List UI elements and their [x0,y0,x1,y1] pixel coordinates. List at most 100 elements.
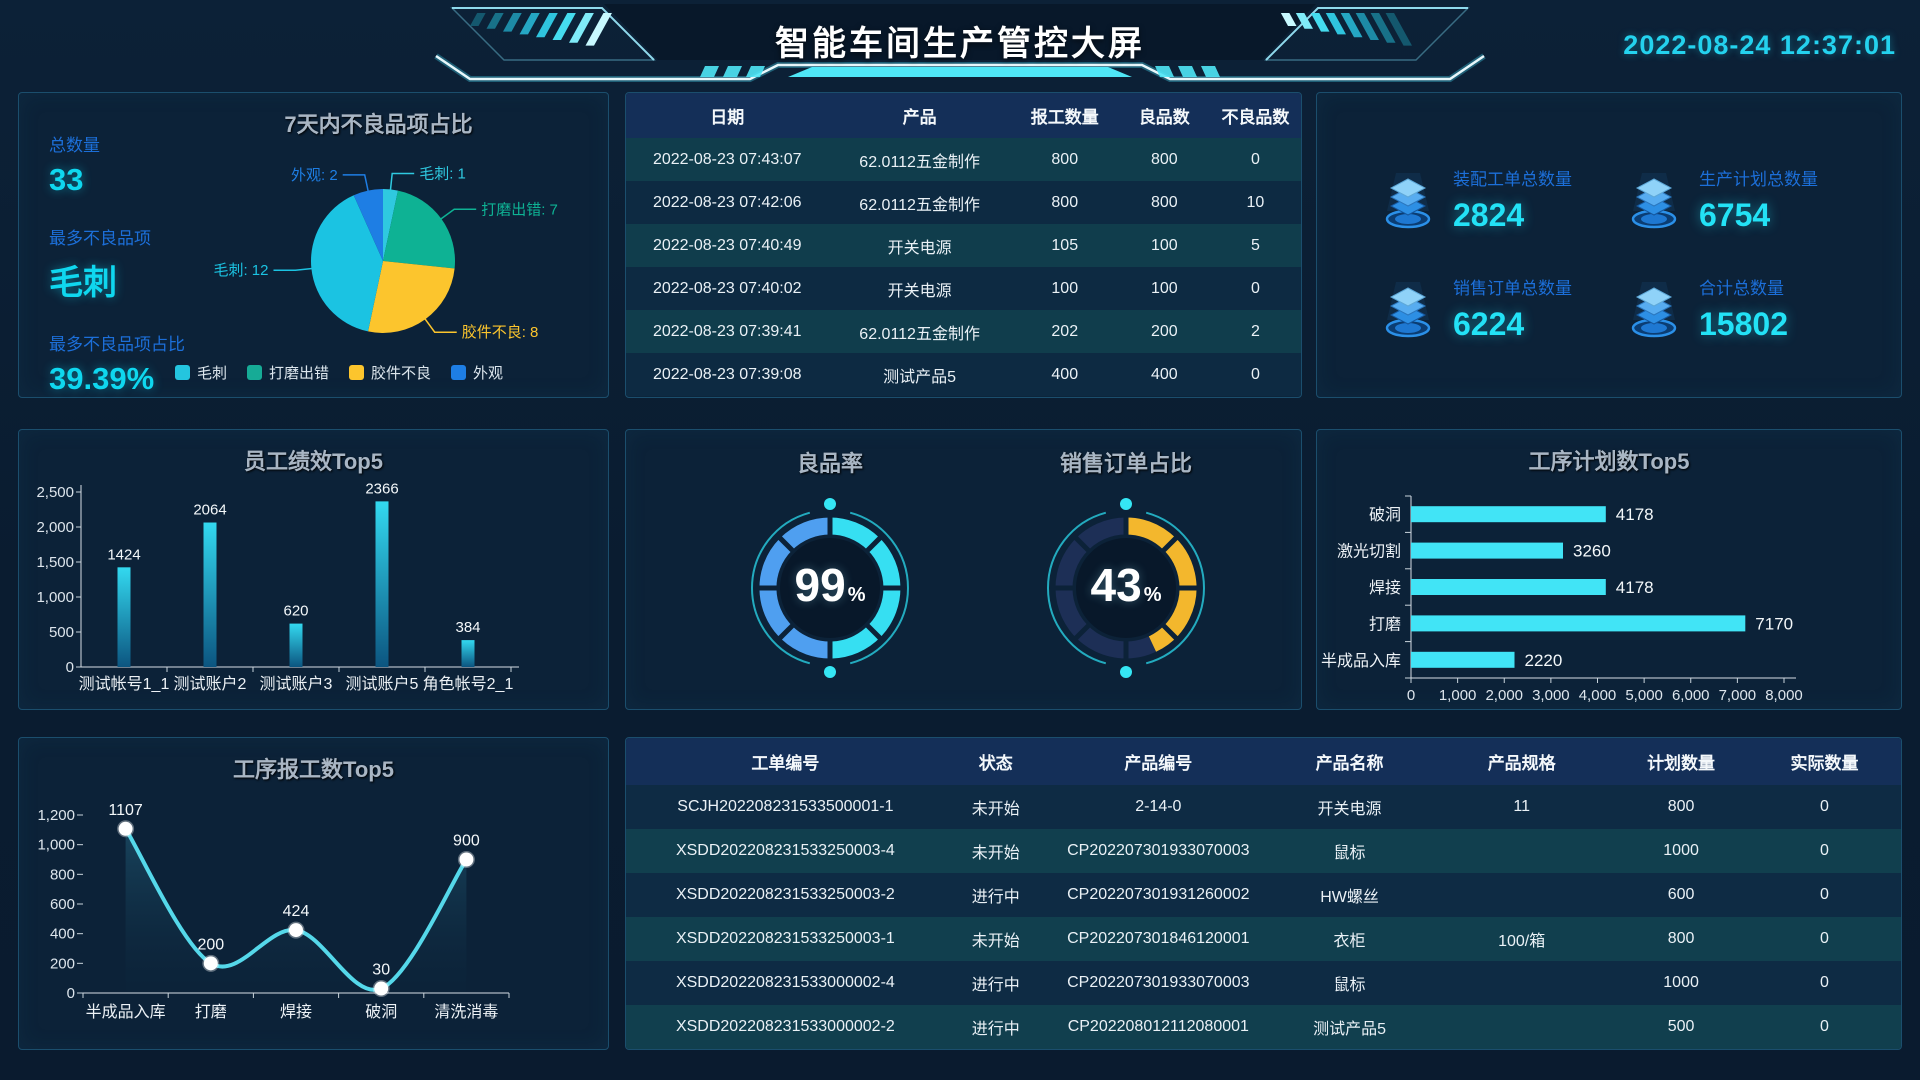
table-cell: 62.0112五金制作 [859,196,980,214]
svg-text:激光切割: 激光切割 [1337,543,1401,561]
legend-item: 打磨出错 [246,362,329,383]
table-cell: 800 [1667,798,1695,815]
table-cell: 2022-08-23 07:43:07 [652,150,802,168]
svg-text:焊接: 焊接 [280,1003,312,1021]
table-cell: 0 [1250,279,1260,297]
svg-text:1,500: 1,500 [36,554,74,571]
legend-label: 毛刺 [196,365,227,382]
sales-gauge-title: 销售订单占比 [1059,451,1192,476]
table-cell: 105 [1051,236,1079,254]
performance-bar-chart: 0 500 1,000 1,500 2,000 2,500 1424 测试帐号1_1 2064 测… [36,480,519,693]
panel-order-table: 工单编号 状态 产品编号 产品名称 产品规格 计划数量 实际数量 SCJH202208231… [625,737,1902,1050]
svg-text:500: 500 [49,624,74,641]
stat-top-defect-ratio: 最多不良品项占比 39.39% [49,335,185,396]
svg-text:1,000: 1,000 [1439,687,1477,704]
table-cell: 0 [1820,974,1829,991]
table-cell: CP202207301931260002 [1067,886,1250,903]
svg-text:0: 0 [67,985,75,1002]
line-point [202,954,220,972]
svg-text:破洞: 破洞 [365,1003,397,1021]
table-cell: 62.0112五金制作 [859,325,980,343]
legend-swatch [174,365,190,380]
svg-text:6,000: 6,000 [1672,687,1710,704]
bar [1411,651,1515,668]
pie-slice [383,190,456,269]
table-cell: 2022-08-23 07:39:41 [652,322,802,340]
table-row: 2022-08-23 07:39:41 62.0112五金制作 202 200 2 [626,310,1301,353]
table-cell: 开关电源 [1317,801,1382,818]
defect-pie-chart: 毛刺: 1 打磨出错: 7 胶件不良: 8 毛刺: 12 外观: 2 [213,165,557,341]
line-point [117,820,135,838]
line-point [372,980,390,998]
svg-text:半成品入库: 半成品入库 [1321,652,1401,670]
svg-text:4178: 4178 [1616,505,1654,524]
table-cell: 进行中 [971,1021,1020,1038]
column-header: 报工数量 [1010,93,1119,138]
table-cell: 62.0112五金制作 [859,153,980,171]
svg-text:2220: 2220 [1525,651,1563,670]
svg-text:毛刺: 12: 毛刺: 12 [213,262,268,279]
table-cell: 0 [1820,886,1829,903]
svg-text:破洞: 破洞 [1369,506,1401,524]
table-cell: SCJH202208231533500001-1 [677,798,894,815]
table-cell: 2 [1250,322,1260,340]
svg-text:384: 384 [455,619,480,636]
column-header: 产品规格 [1429,738,1615,785]
stat-card-value: 15802 [1699,306,1788,342]
table-cell: 800 [1667,930,1695,947]
legend-label: 打磨出错 [268,365,329,382]
table-row: XSDD202208231533250003-4 未开始 CP20220730193… [626,829,1901,873]
table-cell: 5 [1250,236,1260,254]
legend-label: 外观 [473,365,504,382]
svg-text:4178: 4178 [1616,578,1654,597]
bar [1411,579,1606,595]
svg-text:清洗消毒: 清洗消毒 [434,1003,498,1021]
clock-timestamp: 2022-08-24 12:37:01 [1623,30,1896,60]
table-cell: 11 [1513,798,1530,815]
column-header: 工单编号 [626,738,945,785]
table-cell: 未开始 [971,801,1020,818]
table-cell: 800 [1150,193,1178,211]
svg-text:600: 600 [50,896,75,913]
table-cell: 测试产品5 [883,368,957,386]
svg-text:测试账户2: 测试账户2 [174,675,247,693]
report-table-header: 日期 产品 报工数量 良品数 不良品数 [626,93,1301,138]
table-cell [1429,1005,1614,1049]
stat-top-defect: 最多不良品项 毛刺 [49,229,151,302]
svg-text:0: 0 [1407,687,1415,704]
svg-text:测试帐号1_1: 测试帐号1_1 [79,675,170,693]
stat-card: 合计总数量 15802 [1625,254,1871,363]
layers-icon [1631,172,1677,228]
pie-slice [383,189,398,261]
svg-text:7,000: 7,000 [1719,687,1757,704]
layers-icon [1385,281,1431,337]
table-cell: 鼠标 [1333,845,1366,862]
line-point [287,921,305,939]
column-header: 不良品数 [1209,93,1301,138]
column-header: 产品名称 [1269,738,1430,785]
legend-swatch [349,365,364,380]
stat-card-label: 装配工单总数量 [1453,170,1572,189]
svg-text:3260: 3260 [1573,542,1611,561]
svg-text:200: 200 [50,955,75,972]
bar [461,640,475,667]
legend-swatch [246,365,262,380]
bar [203,522,217,667]
order-table-header: 工单编号 状态 产品编号 产品名称 产品规格 计划数量 实际数量 [626,738,1901,785]
stat-card-value: 2824 [1453,197,1525,233]
table-cell: XSDD202208231533000002-2 [675,1018,895,1035]
stat-card-label: 生产计划总数量 [1699,170,1818,189]
table-cell: CP202207301846120001 [1067,930,1250,947]
stat-card-value: 6754 [1699,197,1771,233]
table-cell: 1000 [1663,974,1699,991]
table-cell: XSDD202208231533250003-2 [675,886,895,903]
sales-gauge-value: 43% [1090,559,1162,611]
column-header: 产品 [828,93,1011,138]
panel-gauges: 良品率 销售订单占比 99% 43% [625,429,1302,710]
svg-text:打磨: 打磨 [195,1003,227,1021]
table-cell: 100 [1051,279,1079,297]
column-header: 良品数 [1118,93,1210,138]
page-title: 智能车间生产管控大屏 [775,25,1145,63]
table-cell: 400 [1150,365,1178,383]
table-cell [1429,961,1614,1005]
